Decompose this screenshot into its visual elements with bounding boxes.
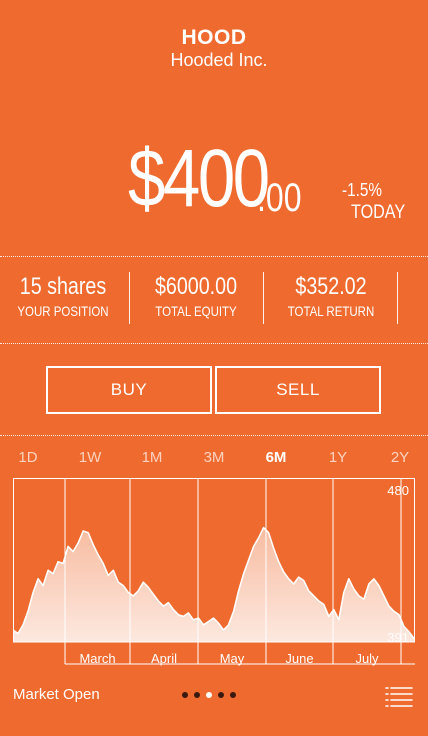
menu-icon[interactable]: [385, 686, 413, 708]
price-change-label: TODAY: [351, 202, 406, 223]
stat-position-value: 15 shares: [19, 273, 107, 300]
stat-equity-value: $6000.00: [154, 273, 238, 300]
stat-divider: [263, 272, 264, 324]
page-dot[interactable]: [218, 692, 224, 698]
price-whole: $400: [128, 133, 270, 224]
page-dot[interactable]: [182, 692, 188, 698]
chart-month-label: July: [355, 651, 379, 666]
divider: [0, 435, 428, 436]
chart-month-label: April: [151, 651, 177, 666]
stat-divider: [397, 272, 398, 324]
chart-series-line: [13, 526, 415, 640]
chart-month-label: March: [79, 651, 115, 666]
chart-area: [13, 527, 414, 642]
range-tab-1d[interactable]: 1D: [18, 449, 38, 466]
range-tab-1w[interactable]: 1W: [78, 449, 102, 466]
page-dot[interactable]: [194, 692, 200, 698]
page-dot[interactable]: [206, 692, 212, 698]
stat-equity-label: TOTAL EQUITY: [155, 303, 237, 319]
sell-button[interactable]: SELL: [215, 366, 381, 414]
chart-month-label: May: [220, 651, 245, 666]
chart-y-min-label: 391: [387, 630, 409, 645]
divider: [0, 256, 428, 257]
ticker-symbol: HOOD: [181, 26, 247, 49]
page-dot[interactable]: [230, 692, 236, 698]
page-indicator[interactable]: [182, 692, 244, 702]
stat-return-label: TOTAL RETURN: [287, 303, 375, 319]
stat-equity: $6000.00 TOTAL EQUITY: [136, 274, 256, 320]
price-cents: .00: [257, 176, 302, 220]
range-tab-1m[interactable]: 1M: [141, 449, 163, 466]
market-status: Market Open: [13, 686, 100, 703]
range-tab-1y[interactable]: 1Y: [328, 449, 348, 466]
buy-button[interactable]: BUY: [46, 366, 212, 414]
stat-return: $352.02 TOTAL RETURN: [271, 274, 391, 320]
stat-position: 15 shares YOUR POSITION: [3, 274, 123, 320]
range-tab-3m[interactable]: 3M: [203, 449, 225, 466]
divider: [0, 343, 428, 344]
chart-month-label: June: [285, 651, 313, 666]
stat-return-value: $352.02: [295, 273, 367, 300]
range-tab-6m[interactable]: 6M: [265, 449, 287, 466]
price-change: -1.5%: [342, 180, 382, 200]
company-name: Hooded Inc.: [170, 50, 268, 70]
chart-y-max-label: 480: [387, 483, 409, 498]
range-tab-2y[interactable]: 2Y: [390, 449, 410, 466]
stat-position-label: YOUR POSITION: [17, 303, 109, 319]
stat-divider: [129, 272, 130, 324]
price-chart[interactable]: 480 391 March April May June July: [13, 478, 415, 668]
